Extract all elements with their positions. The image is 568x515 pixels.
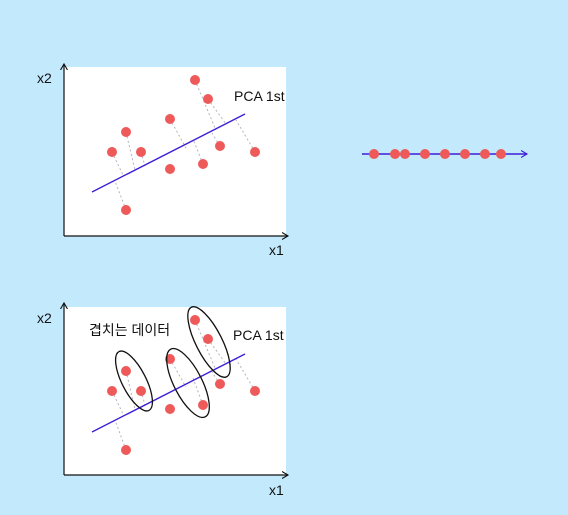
bottom-projection-line [207, 338, 227, 365]
top-y-axis-label: x2 [37, 70, 52, 86]
top-projection-line [207, 98, 227, 125]
data-point [250, 386, 260, 396]
projected-point [420, 149, 430, 159]
overlap-annotation: 겹치는 데이터 [89, 322, 170, 338]
bottom-plot-area [64, 307, 286, 475]
data-point [107, 386, 117, 396]
data-point [121, 445, 131, 455]
data-point [250, 147, 260, 157]
projected-point [400, 149, 410, 159]
data-point [136, 386, 146, 396]
bottom-x-axis-label: x1 [269, 482, 284, 498]
data-point [215, 379, 225, 389]
top-projection-line [114, 180, 127, 211]
data-point [121, 366, 131, 376]
projected-point [496, 149, 506, 159]
projected-point [440, 149, 450, 159]
data-point [198, 159, 208, 169]
overlap-ellipse [114, 350, 154, 412]
data-point [203, 94, 213, 104]
top-plot-area [64, 67, 286, 236]
bottom-projection-line [235, 358, 256, 392]
bottom-pca-line [91, 353, 246, 433]
bottom-projection-line [114, 419, 127, 451]
data-point [190, 315, 200, 325]
data-point [198, 400, 208, 410]
overlap-ellipse [166, 347, 210, 419]
projected-point [369, 149, 379, 159]
bottom-panel: x2 x1 PCA 1st 겹치는 데이터 [37, 301, 288, 498]
data-point [121, 127, 131, 137]
data-point [215, 141, 225, 151]
top-panel: x2 x1 PCA 1st [37, 64, 288, 258]
top-projection-line [235, 119, 256, 153]
top-projection-lines [111, 79, 256, 211]
projected-point [460, 149, 470, 159]
top-pca-label: PCA 1st [234, 88, 285, 104]
projected-point [390, 149, 400, 159]
top-pca-line [91, 113, 246, 193]
data-point [107, 147, 117, 157]
projected-points [369, 149, 506, 159]
top-projection-line [169, 118, 187, 149]
projection-panel [362, 149, 527, 159]
data-point [136, 147, 146, 157]
bottom-projection-line [169, 358, 187, 388]
data-point [190, 75, 200, 85]
data-point [203, 334, 213, 344]
data-point [121, 205, 131, 215]
projected-point [480, 149, 490, 159]
bottom-y-axis-label: x2 [37, 310, 52, 326]
top-x-axis-label: x1 [269, 242, 284, 258]
data-point [165, 404, 175, 414]
overlap-ellipse [187, 306, 231, 378]
bottom-pca-label: PCA 1st [233, 327, 284, 343]
data-point [165, 164, 175, 174]
bottom-points [107, 315, 260, 455]
data-point [165, 354, 175, 364]
top-points [107, 75, 260, 215]
data-point [165, 114, 175, 124]
top-projection-line [125, 131, 136, 171]
